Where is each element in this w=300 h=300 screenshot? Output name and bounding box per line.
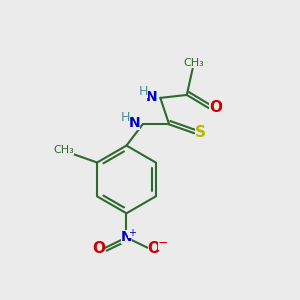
- Text: CH₃: CH₃: [184, 58, 205, 68]
- Text: +: +: [128, 228, 136, 238]
- Text: O: O: [92, 241, 105, 256]
- Text: CH₃: CH₃: [53, 145, 74, 155]
- Text: N: N: [129, 116, 140, 130]
- Text: O: O: [209, 100, 222, 115]
- Text: O: O: [148, 241, 160, 256]
- Text: N: N: [121, 230, 132, 244]
- Text: S: S: [195, 125, 206, 140]
- Text: H: H: [121, 111, 130, 124]
- Text: N: N: [146, 90, 158, 104]
- Text: −: −: [158, 237, 168, 250]
- Text: H: H: [139, 85, 148, 98]
